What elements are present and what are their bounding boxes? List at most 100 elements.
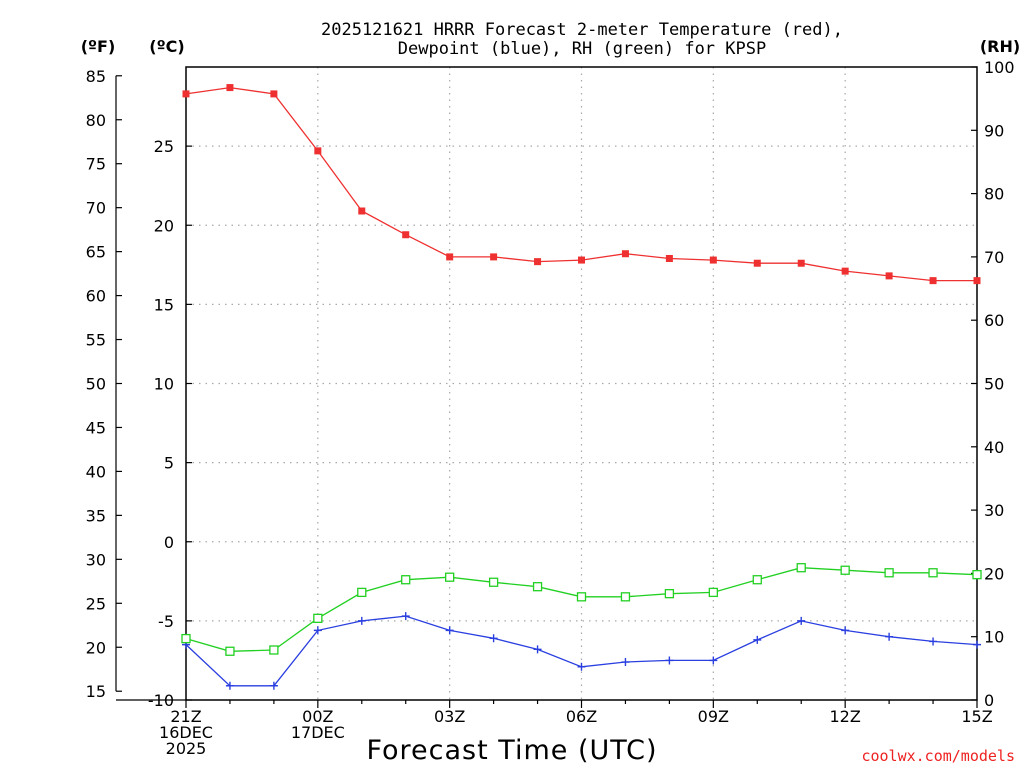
fahrenheit-tick-label: 65 [86, 243, 106, 262]
dewpoint-point [973, 640, 981, 649]
rh-point [796, 563, 806, 573]
time-tick-label: 15Z [961, 707, 992, 726]
axes [185, 66, 978, 701]
dewpoint-point [753, 635, 762, 644]
fahrenheit-tick-label: 75 [86, 155, 106, 174]
dewpoint-point [797, 616, 806, 625]
time-tick-label: 17DEC [291, 723, 345, 742]
rh-point [928, 568, 938, 578]
rh-tick-label: 50 [984, 375, 1004, 394]
fahrenheit-tick-label: 40 [86, 462, 106, 481]
temperature-point [665, 254, 673, 262]
dewpoint-point [489, 634, 498, 643]
rh-tick-label: 10 [984, 628, 1004, 647]
fahrenheit-tick-label: 55 [86, 331, 106, 350]
dewpoint-point [841, 626, 850, 635]
temperature-point [490, 253, 498, 261]
fahrenheit-tick-label: 85 [86, 67, 106, 86]
fahrenheit-tick-label: 50 [86, 375, 106, 394]
rh-tick-label: 60 [984, 311, 1004, 330]
rh-tick-label: 90 [984, 121, 1004, 140]
celsius-tick-label: 0 [164, 533, 174, 552]
dewpoint-point [269, 681, 278, 690]
celsius-unit-label: (ºC) [149, 37, 184, 56]
dewpoint-point [225, 681, 234, 690]
temperature-point [182, 90, 190, 98]
rh-point [840, 565, 850, 575]
dewpoint-point [709, 656, 718, 665]
rh-tick-label: 30 [984, 501, 1004, 520]
celsius-tick-label: 10 [154, 375, 174, 394]
temperature-point [929, 277, 937, 285]
dewpoint-point [665, 656, 674, 665]
temperature-point [402, 231, 410, 239]
rh-point [708, 587, 718, 598]
temperature-point [358, 207, 366, 215]
rh-tick-label: 100 [984, 58, 1015, 77]
temperature-point [885, 272, 893, 280]
temperature-point [621, 250, 629, 258]
rh-point [401, 575, 411, 585]
dewpoint-point [357, 616, 366, 625]
credit-text: coolwx.com/models [861, 747, 1015, 765]
rh-line [185, 567, 978, 652]
fahrenheit-tick-label: 25 [86, 594, 106, 613]
celsius-tick-label: 15 [154, 295, 174, 314]
temperature-point [797, 259, 805, 267]
data-series [181, 84, 982, 690]
rh-point [488, 577, 499, 587]
rh-point [620, 592, 631, 602]
dewpoint-point [445, 626, 454, 635]
dewpoint-point [885, 632, 894, 641]
fahrenheit-axis: 15 20 25 30 35 40 45 50 55 60 65 70 75 80 85 [86, 67, 122, 701]
chart-title-line1: 2025121621 HRRR Forecast 2-meter Tempera… [321, 20, 843, 40]
fahrenheit-tick-label: 45 [86, 418, 106, 437]
rh-point [884, 568, 894, 578]
dewpoint-point [313, 626, 322, 635]
dewpoint-point [533, 645, 542, 654]
rh-unit-label: (RH) [980, 37, 1020, 56]
temperature-point [446, 253, 454, 261]
temperature-point [314, 147, 322, 155]
rh-point [664, 589, 675, 599]
dewpoint-point [621, 658, 630, 667]
fahrenheit-tick-label: 30 [86, 550, 106, 569]
time-tick-label: 03Z [434, 707, 465, 726]
rh-point [225, 646, 235, 656]
rh-point [269, 645, 279, 655]
plot-frame [185, 66, 978, 701]
fahrenheit-tick-label: 35 [86, 506, 106, 525]
rh-point [752, 575, 762, 585]
rh-tick-label: 70 [984, 248, 1004, 267]
dewpoint-point [401, 612, 410, 621]
temperature-point [841, 267, 849, 275]
fahrenheit-unit-label: (ºF) [81, 37, 116, 56]
x-axis-title: Forecast Time (UTC) [366, 735, 657, 766]
rh-point [445, 572, 455, 582]
rh-point [313, 613, 323, 623]
temperature-point [753, 259, 761, 267]
time-tick-label: 00Z [302, 707, 333, 726]
time-tick-label: 16DEC [159, 723, 213, 742]
rh-point [357, 587, 367, 598]
time-tick-label: 12Z [830, 707, 861, 726]
fahrenheit-tick-label: 60 [86, 287, 106, 306]
temperature-point [270, 90, 278, 98]
temperature-point [973, 277, 981, 285]
celsius-tick-label: 25 [154, 137, 174, 156]
fahrenheit-tick-label: 70 [86, 199, 106, 218]
time-tick-label: 09Z [698, 707, 729, 726]
chart-title-line2: Dewpoint (blue), RH (green) for KPSP [398, 39, 766, 59]
rh-tick-label: 0 [984, 691, 994, 710]
fahrenheit-tick-label: 15 [86, 682, 106, 701]
dewpoint-point [577, 662, 586, 671]
gridlines [186, 67, 977, 700]
celsius-tick-label: 20 [154, 216, 174, 235]
rh-tick-label: 40 [984, 438, 1004, 457]
rh-point [576, 592, 587, 602]
rh-tick-label: 20 [984, 564, 1004, 583]
rh-point [532, 582, 543, 592]
time-tick-label: 21Z [170, 707, 201, 726]
